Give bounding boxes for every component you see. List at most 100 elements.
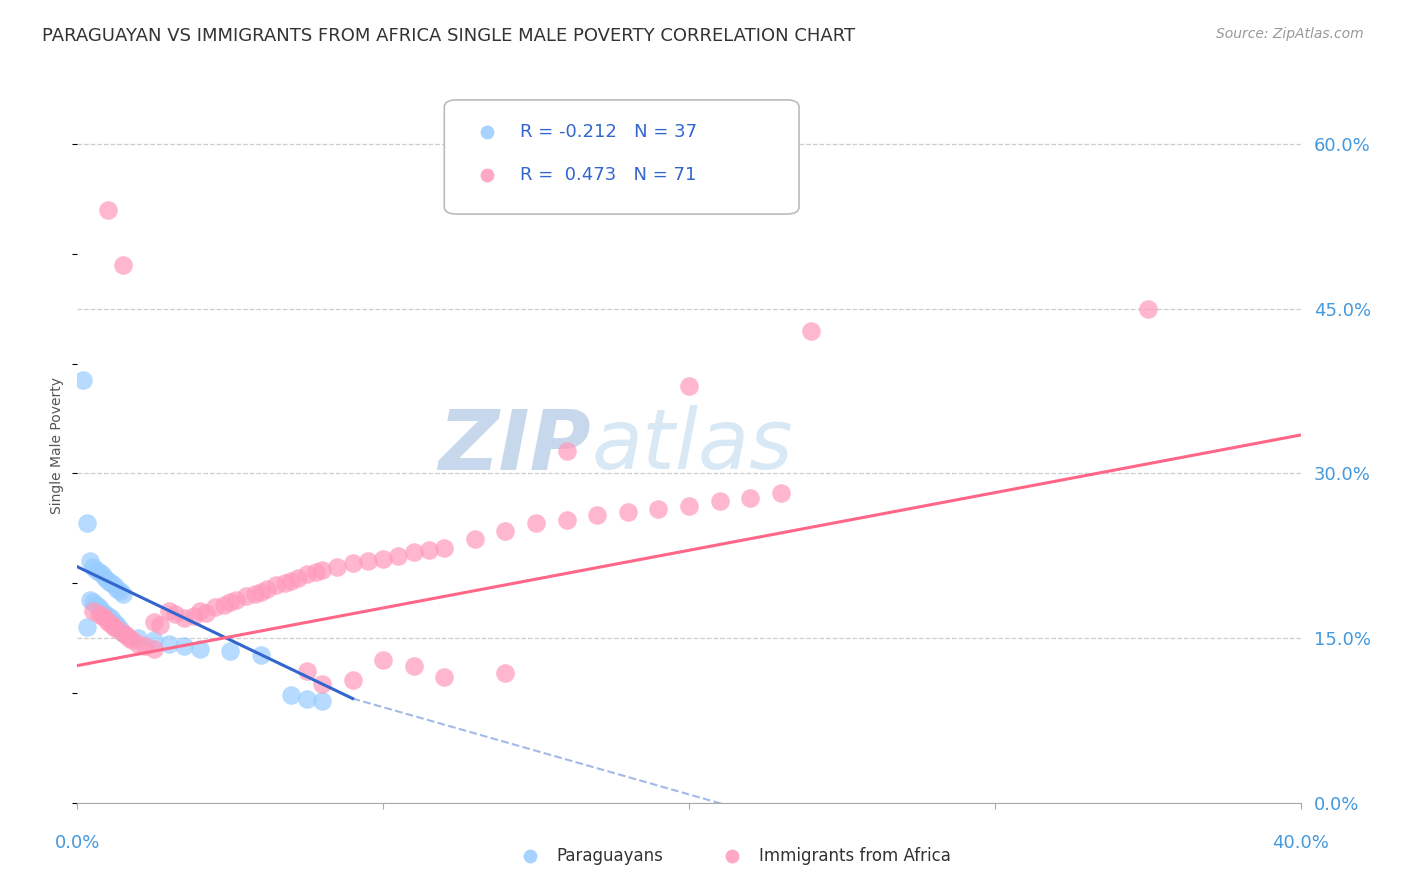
Point (287, 571, 309, 585)
Point (108, 623, 131, 637)
Text: Source: ZipAtlas.com: Source: ZipAtlas.com (1216, 27, 1364, 41)
Point (94, 607, 117, 621)
Point (105, 582, 128, 596)
Point (311, 677, 333, 691)
Point (1136, 301, 1159, 316)
Point (709, 494, 731, 508)
Point (142, 642, 165, 657)
Point (295, 664, 318, 678)
Point (87, 607, 110, 621)
Point (76, 516, 98, 530)
Point (87, 566, 110, 580)
Point (157, 637, 180, 651)
Point (97, 609, 120, 624)
Point (402, 658, 425, 673)
Point (464, 533, 486, 547)
Point (103, 620, 125, 634)
Point (84, 598, 107, 612)
Point (555, 512, 578, 526)
Point (524, 516, 547, 530)
Point (678, 378, 700, 392)
Point (97, 202, 120, 217)
Point (280, 688, 302, 702)
Text: ZIP: ZIP (439, 406, 591, 486)
Point (173, 639, 195, 653)
Point (82, 559, 104, 574)
Point (295, 567, 318, 582)
Point (418, 543, 440, 558)
Point (72, 373, 94, 387)
Point (387, 549, 409, 563)
Point (225, 592, 247, 607)
Point (740, 491, 762, 505)
Point (128, 631, 150, 645)
Point (250, 585, 273, 599)
Point (82, 595, 104, 609)
Point (433, 669, 456, 683)
Point (142, 633, 165, 648)
Point (212, 598, 235, 612)
Point (108, 583, 131, 598)
Text: R = -0.212   N = 37: R = -0.212 N = 37 (520, 123, 697, 141)
Point (305, 566, 328, 580)
Point (82, 604, 104, 618)
FancyBboxPatch shape (444, 100, 799, 214)
Point (219, 644, 242, 658)
Point (97, 615, 120, 629)
Point (219, 595, 242, 609)
Point (495, 666, 517, 681)
Point (1198, 878, 1220, 892)
Point (90, 604, 112, 618)
Point (76, 620, 98, 634)
Point (800, 324, 823, 338)
Text: Immigrants from Africa: Immigrants from Africa (759, 847, 950, 865)
Point (617, 505, 640, 519)
Point (280, 574, 302, 588)
Text: atlas: atlas (591, 406, 793, 486)
Point (157, 604, 180, 618)
Point (256, 582, 278, 596)
Point (371, 552, 394, 566)
Text: PARAGUAYAN VS IMMIGRANTS FROM AFRICA SINGLE MALE POVERTY CORRELATION CHART: PARAGUAYAN VS IMMIGRANTS FROM AFRICA SIN… (42, 27, 855, 45)
Point (118, 631, 141, 645)
Point (121, 633, 143, 648)
Point (342, 557, 364, 571)
Point (100, 576, 122, 591)
Point (183, 609, 205, 624)
Point (115, 628, 138, 642)
Point (103, 578, 125, 592)
Point (84, 563, 107, 577)
Point (79, 592, 101, 607)
Point (79, 554, 101, 568)
Point (97, 574, 120, 588)
Point (204, 600, 226, 615)
Point (586, 508, 609, 523)
Point (769, 486, 792, 500)
Point (371, 653, 394, 667)
Point (188, 642, 211, 657)
Point (194, 606, 217, 620)
Text: 0.0%: 0.0% (55, 834, 100, 852)
Point (235, 590, 257, 604)
Point (142, 615, 165, 629)
Point (433, 541, 456, 555)
Point (274, 576, 297, 591)
Point (87, 600, 110, 615)
Point (90, 609, 112, 624)
Point (555, 444, 578, 458)
Text: 40.0%: 40.0% (1272, 834, 1329, 852)
Point (188, 604, 211, 618)
Point (112, 625, 135, 640)
Point (90, 567, 112, 582)
Point (495, 524, 517, 538)
Point (112, 625, 135, 640)
Point (112, 587, 135, 601)
Point (311, 694, 333, 708)
Point (128, 637, 150, 651)
Point (647, 501, 669, 516)
Point (100, 616, 122, 631)
Point (342, 673, 364, 687)
Point (243, 587, 266, 601)
Point (402, 545, 425, 559)
Point (678, 500, 700, 514)
